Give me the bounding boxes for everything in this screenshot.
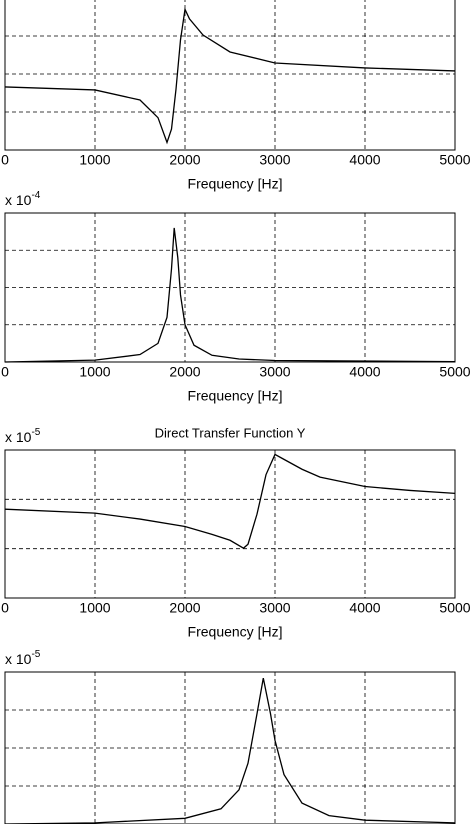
x-axis-label: Frequency [Hz] <box>188 176 283 192</box>
x-tick-label: 5000 <box>439 364 470 380</box>
x-tick-label: 5000 <box>439 600 470 616</box>
x-tick-label: 3000 <box>259 364 290 380</box>
y-scale-base: x 10 <box>5 192 32 208</box>
y-scale-factor: x 10-4 <box>5 190 41 208</box>
y-scale-factor: x 10-5 <box>5 427 41 445</box>
x-axis-label: Frequency [Hz] <box>188 388 283 404</box>
chart-title: Direct Transfer Function Y <box>155 425 306 440</box>
x-tick-label: 2000 <box>169 152 200 168</box>
y-scale-exponent: -4 <box>31 190 40 201</box>
y-scale-base: x 10 <box>5 651 32 667</box>
x-tick-label: 1000 <box>79 364 110 380</box>
series-line <box>4 453 456 549</box>
x-tick-label: 3000 <box>259 152 290 168</box>
plot-frame <box>4 449 456 599</box>
x-tick-label: 0 <box>1 600 9 616</box>
plot-frame <box>4 671 456 824</box>
x-axis-label: Frequency [Hz] <box>188 624 283 640</box>
x-tick-label: 4000 <box>349 600 380 616</box>
plot-frame <box>4 0 456 151</box>
x-tick-label: 4000 <box>349 364 380 380</box>
y-scale-factor: x 10-5 <box>5 649 41 667</box>
series-line <box>4 227 456 363</box>
x-tick-label: 0 <box>1 152 9 168</box>
y-scale-base: x 10 <box>5 429 32 445</box>
y-scale-exponent: -5 <box>31 427 40 438</box>
x-tick-label: 3000 <box>259 600 290 616</box>
x-tick-label: 0 <box>1 364 9 380</box>
x-tick-label: 1000 <box>79 152 110 168</box>
x-tick-label: 4000 <box>349 152 380 168</box>
x-tick-label: 2000 <box>169 364 200 380</box>
plot-frame <box>4 212 456 363</box>
x-tick-label: 5000 <box>439 152 470 168</box>
series-line <box>4 7 456 145</box>
x-tick-label: 1000 <box>79 600 110 616</box>
y-scale-exponent: -5 <box>31 649 40 660</box>
x-tick-label: 2000 <box>169 600 200 616</box>
series-line <box>4 677 456 824</box>
